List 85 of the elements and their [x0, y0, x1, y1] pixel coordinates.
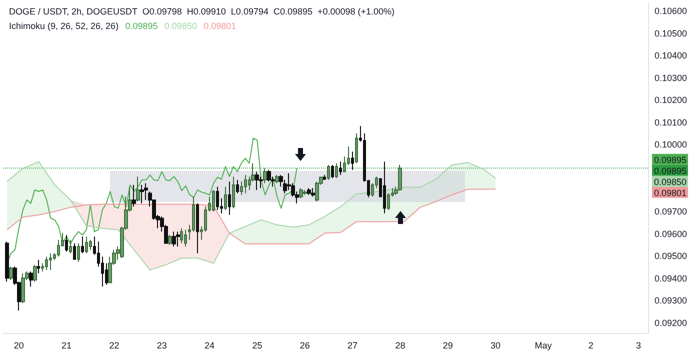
candlestick — [315, 180, 319, 202]
y-tick-label: 0.10500 — [654, 28, 688, 38]
y-tick-label: 0.10400 — [654, 50, 688, 61]
candlestick — [216, 186, 219, 210]
annotation: 0.09895 — [125, 21, 158, 31]
candlestick — [21, 272, 25, 304]
x-tick-label: 21 — [62, 340, 72, 350]
candlestick — [339, 161, 342, 176]
candlestick — [196, 202, 199, 254]
candlestick — [73, 242, 76, 260]
x-tick-label: May — [534, 340, 552, 350]
candlestick — [37, 259, 40, 274]
x-tick-label: 3 — [636, 340, 642, 350]
candlestick — [303, 189, 307, 196]
x-tick-label: 28 — [395, 340, 406, 350]
candlestick — [168, 234, 172, 246]
candlestick — [331, 164, 334, 179]
candlestick — [140, 184, 144, 204]
candlestick — [69, 239, 72, 254]
annotation: 0.09801 — [204, 21, 236, 31]
x-tick-label: 20 — [14, 340, 24, 350]
candlestick — [299, 188, 303, 199]
text: 0.09850 — [654, 176, 687, 187]
candlestick — [9, 266, 13, 280]
x-tick-label: 27 — [348, 340, 358, 350]
y-tick-label: 0.09300 — [654, 296, 688, 306]
y-tick-label: 0.10100 — [654, 117, 688, 128]
candlestick — [232, 176, 235, 209]
candlestick — [323, 174, 326, 180]
y-tick-label: 0.09400 — [654, 273, 688, 284]
candlestick — [212, 189, 215, 212]
y-tick-label: 0.10000 — [654, 140, 688, 150]
candlestick — [398, 164, 402, 192]
y-tick-label: 0.09700 — [654, 206, 688, 217]
candlestick — [132, 184, 136, 208]
candlestick — [77, 242, 80, 262]
candlestick — [184, 229, 187, 248]
candlestick — [49, 252, 52, 270]
x-tick-label: 22 — [109, 340, 120, 350]
x-tick-label: 2 — [588, 340, 594, 350]
candlestick — [144, 182, 148, 200]
candlestick — [65, 234, 68, 252]
candlestick — [136, 176, 140, 202]
y-tick-label: 0.09200 — [654, 318, 688, 328]
chart-title: DOGE / USDT, 2h, DOGEUSDT O0.09798 H0.09910 L0.09794 C0.09895 +0.00098 (+1.00%) — [9, 6, 395, 16]
candlestick — [224, 186, 227, 210]
candlestick — [236, 179, 239, 194]
x-tick-label: 23 — [156, 340, 167, 350]
text: 0.09801 — [654, 188, 687, 198]
candlestick — [335, 162, 338, 179]
x-tick-label: 30 — [490, 340, 501, 350]
candlestick — [5, 241, 9, 282]
candlestick — [45, 256, 48, 270]
candlestick — [327, 164, 330, 180]
candlestick — [351, 151, 354, 170]
ref-line-label: 0.09895 — [654, 166, 687, 176]
y-tick-label: 0.09600 — [654, 228, 688, 239]
candlestick — [89, 239, 92, 250]
x-tick-label: 24 — [204, 340, 215, 350]
candlestick — [33, 264, 37, 282]
annotation: 0.09850 — [164, 21, 197, 31]
text: Ichimoku (9, 26, 52, 26, 26) — [9, 21, 119, 31]
candlestick — [311, 188, 315, 198]
candlestick — [275, 174, 279, 184]
x-tick-label: 26 — [300, 340, 310, 350]
x-tick-label: 29 — [442, 340, 453, 350]
x-tick-label: 25 — [252, 340, 262, 350]
candlestick — [263, 168, 267, 184]
candlestick — [255, 171, 259, 190]
candlestick — [172, 231, 176, 248]
candlestick — [180, 228, 183, 244]
candlestick — [383, 161, 386, 214]
text: 0.09895 — [654, 154, 687, 165]
candlestick — [228, 180, 231, 216]
candlestick — [81, 236, 84, 254]
candlestick — [355, 132, 358, 164]
candlestick — [85, 236, 88, 254]
candlestick — [307, 188, 311, 196]
y-tick-label: 0.10600 — [654, 6, 688, 16]
candlestick — [29, 271, 33, 288]
candlestick — [244, 174, 247, 194]
candlestick — [176, 231, 180, 248]
y-tick-label: 0.10200 — [654, 95, 688, 106]
y-tick-label: 0.10300 — [654, 72, 688, 83]
y-tick-label: 0.09500 — [654, 251, 688, 262]
